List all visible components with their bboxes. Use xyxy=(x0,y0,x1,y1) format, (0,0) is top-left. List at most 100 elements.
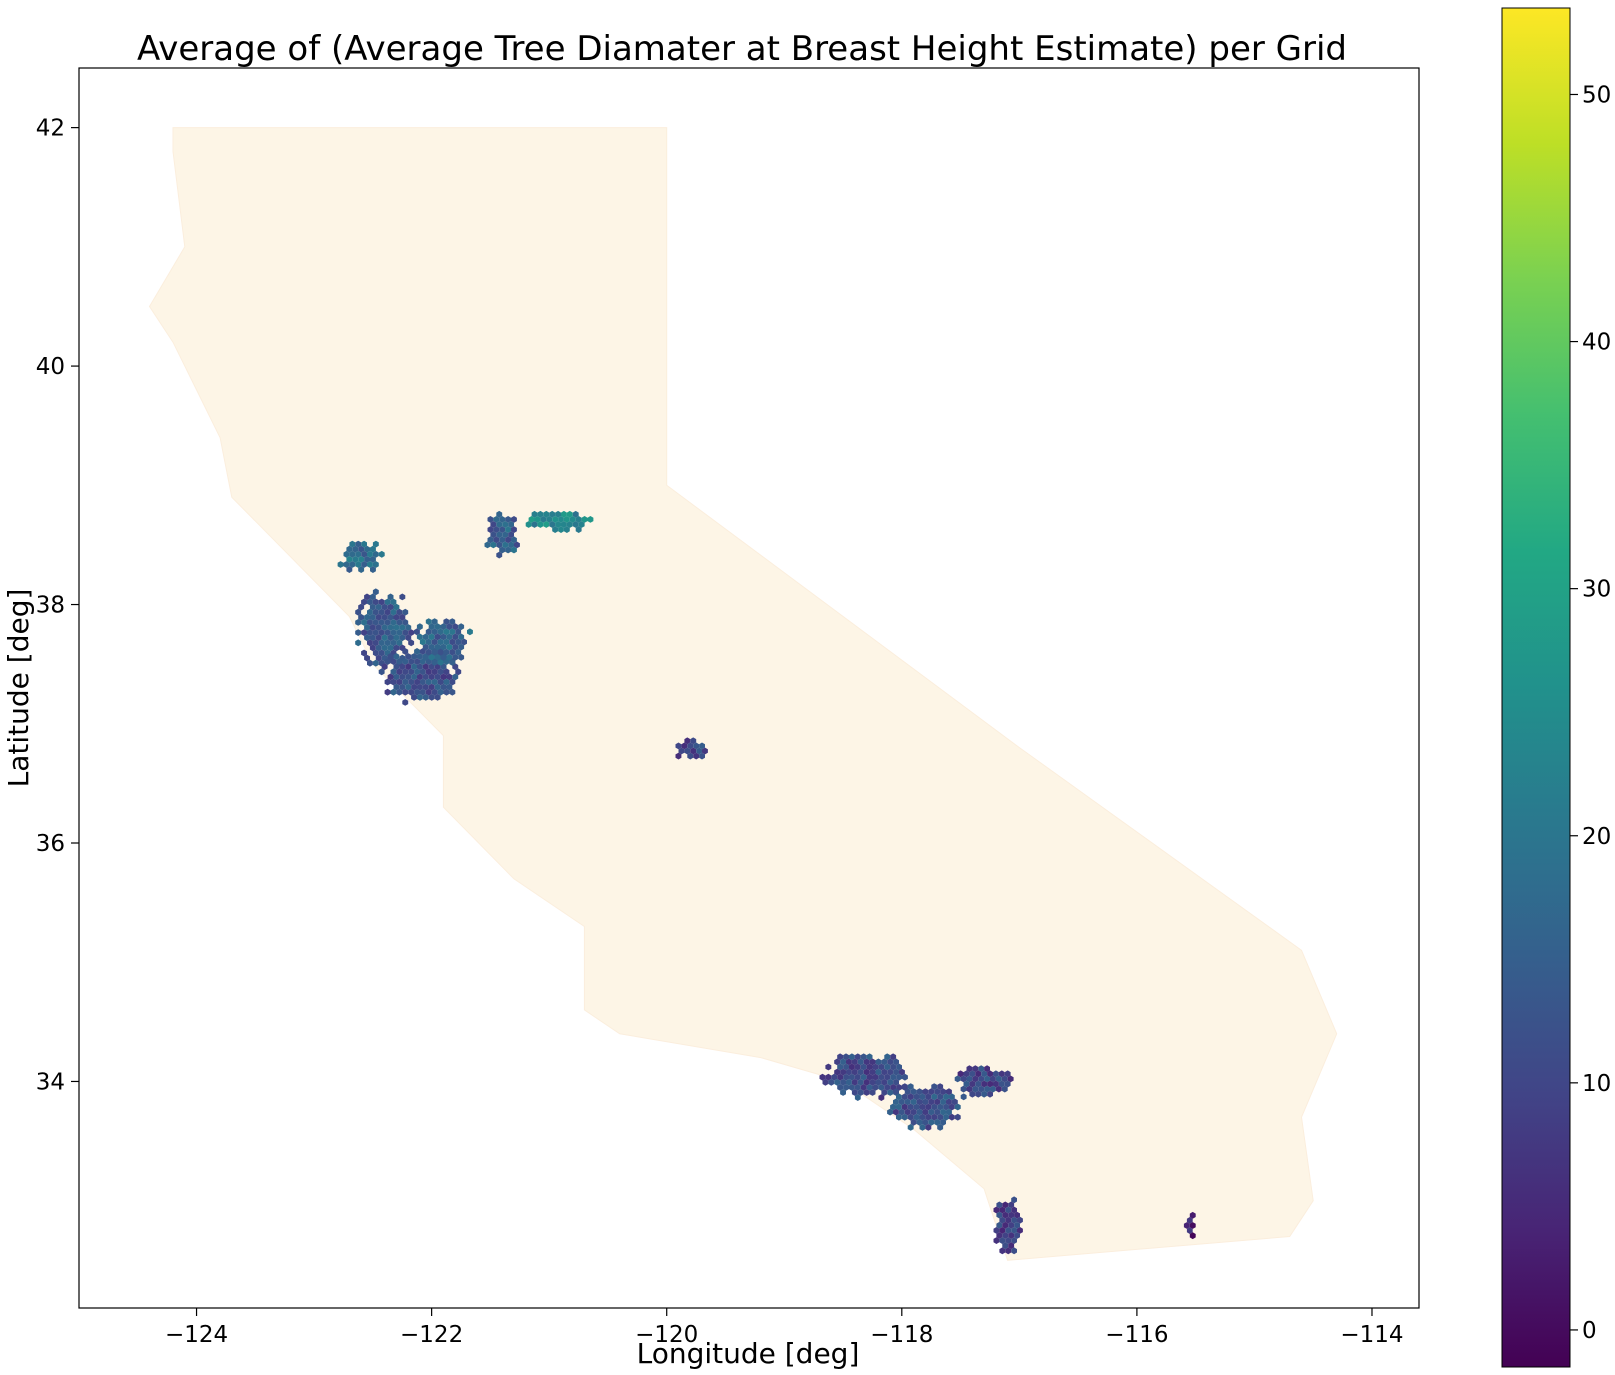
hex-bin xyxy=(499,526,506,533)
hex-bin xyxy=(575,516,582,523)
hex-bin xyxy=(496,510,503,518)
hex-bin xyxy=(425,638,432,646)
hex-bin xyxy=(987,1080,993,1088)
hex-bin xyxy=(993,1227,1000,1234)
hex-bin xyxy=(969,1070,976,1078)
hex-bin xyxy=(572,521,579,528)
hex-bin xyxy=(999,1216,1006,1224)
hex-bin xyxy=(943,1113,949,1121)
hex-bin xyxy=(528,516,535,523)
hex-bin xyxy=(411,663,417,671)
x-tick-label: −114 xyxy=(1340,1322,1403,1348)
hex-bin xyxy=(978,1065,985,1073)
colorbar-tick-label: 20 xyxy=(1582,824,1611,850)
hex-bin xyxy=(975,1070,982,1078)
hex-bin xyxy=(960,1093,967,1101)
hex-bin xyxy=(393,653,400,660)
hex-bin xyxy=(919,1113,926,1121)
hex-bin xyxy=(910,1098,917,1106)
hex-bin xyxy=(1001,1085,1008,1093)
hex-bin xyxy=(367,561,373,568)
hex-bin xyxy=(417,653,423,660)
hex-bin xyxy=(387,613,394,621)
hex-bin xyxy=(925,1113,932,1121)
hex-bin xyxy=(949,1113,955,1121)
hex-bin xyxy=(361,540,367,548)
hex-bin xyxy=(851,1058,858,1066)
hex-bin xyxy=(907,1124,914,1131)
hex-bin xyxy=(843,1073,849,1081)
hex-bin xyxy=(946,1098,952,1106)
hex-bin xyxy=(428,633,435,641)
hex-bin xyxy=(581,516,588,523)
hex-bin xyxy=(966,1085,973,1093)
hex-bin xyxy=(393,644,400,652)
hex-bin xyxy=(402,619,409,626)
hex-bin xyxy=(387,593,394,601)
hex-bin xyxy=(928,1088,935,1096)
hex-bin xyxy=(378,668,385,676)
hex-bin xyxy=(922,1118,929,1126)
hex-bin xyxy=(437,668,444,676)
hex-bin xyxy=(396,678,403,686)
hex-bin xyxy=(381,624,388,631)
hex-bin xyxy=(349,550,356,558)
hex-bin xyxy=(396,639,403,647)
hex-bin xyxy=(846,1078,852,1086)
hex-bin xyxy=(940,1088,946,1096)
hex-bin xyxy=(684,747,691,755)
hex-bin xyxy=(934,1088,941,1096)
hex-bin xyxy=(487,526,494,533)
hex-bin xyxy=(831,1073,838,1081)
hex-bin xyxy=(1001,1075,1008,1083)
colorbar-tick-label: 40 xyxy=(1582,330,1611,356)
hex-bin xyxy=(440,673,447,681)
plot-area xyxy=(148,127,1338,1261)
hex-bin xyxy=(869,1089,876,1096)
hex-bin xyxy=(1183,1222,1190,1229)
x-tick-label: −120 xyxy=(635,1322,698,1348)
hex-bin xyxy=(422,673,429,681)
hex-bin xyxy=(367,619,373,626)
hex-bin xyxy=(508,541,514,549)
hex-bin xyxy=(440,643,447,651)
hex-bin xyxy=(502,531,509,539)
hex-bin xyxy=(857,1058,864,1066)
plot-frame xyxy=(78,67,1420,1309)
hex-bin xyxy=(910,1088,917,1096)
hex-bin xyxy=(834,1058,841,1066)
hex-bin xyxy=(496,551,503,559)
hex-bin xyxy=(428,683,435,691)
hex-bin xyxy=(563,526,570,533)
hex-bin xyxy=(1189,1232,1196,1240)
hex-bin xyxy=(901,1093,908,1101)
hex-bin xyxy=(549,521,556,528)
hex-bin xyxy=(446,643,453,651)
hex-bin xyxy=(1011,1206,1017,1214)
hex-bin xyxy=(890,1053,897,1061)
hex-bin xyxy=(896,1113,902,1121)
hex-bin xyxy=(390,619,397,626)
hex-bin xyxy=(934,1108,941,1116)
hex-bin xyxy=(349,540,356,548)
hex-bin xyxy=(372,649,379,657)
hex-bin xyxy=(393,613,400,621)
hex-bin xyxy=(431,648,438,656)
hex-bin xyxy=(916,1118,923,1126)
hex-bin xyxy=(375,624,382,631)
hex-bin xyxy=(387,644,394,652)
hex-bin xyxy=(346,566,353,573)
hex-bin xyxy=(851,1078,858,1086)
hex-bin xyxy=(414,678,420,686)
hex-bin xyxy=(696,747,702,755)
hex-bin xyxy=(1002,1242,1009,1250)
hex-bin xyxy=(372,550,379,558)
hex-bin xyxy=(414,658,420,665)
hex-bin xyxy=(390,678,397,686)
hex-bin xyxy=(940,1118,946,1126)
hex-bin xyxy=(452,663,459,671)
hex-bin xyxy=(405,624,412,631)
y-axis-label: Latitude [deg] xyxy=(2,589,35,788)
hex-bin xyxy=(396,629,403,636)
hex-bin xyxy=(378,608,385,616)
